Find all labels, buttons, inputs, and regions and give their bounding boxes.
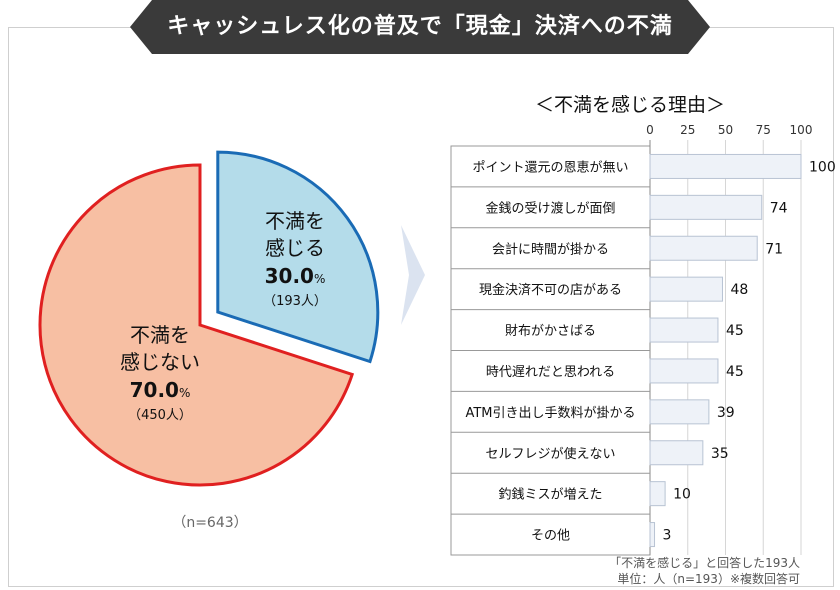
category-label: 財布がかさばる bbox=[505, 324, 596, 339]
dissatisfied-label: 不満を 感じる 30.0% （193人） bbox=[230, 208, 360, 311]
x-tick-label: 0 bbox=[646, 123, 654, 137]
bar-value-label: 45 bbox=[726, 364, 744, 380]
bar-value-label: 45 bbox=[726, 323, 744, 339]
satisfied-label-line2: 感じない bbox=[120, 350, 200, 374]
bar bbox=[649, 481, 666, 507]
bar bbox=[649, 440, 704, 466]
bar-value-label: 74 bbox=[770, 200, 788, 216]
page-title: キャッシュレス化の普及で「現金」決済への不満 bbox=[167, 14, 673, 39]
satisfied-percent: 70.0% bbox=[129, 378, 191, 402]
category-label: 時代遅れだと思われる bbox=[486, 365, 615, 380]
category-label: ポイント還元の恩恵が無い bbox=[472, 160, 628, 175]
category-label: その他 bbox=[531, 529, 570, 544]
bar-value-label: 71 bbox=[765, 241, 783, 257]
bar-value-label: 3 bbox=[663, 528, 672, 544]
bar-value-label: 10 bbox=[673, 487, 691, 503]
bar bbox=[649, 317, 719, 343]
category-label: 釣銭ミスが増えた bbox=[498, 487, 602, 503]
bar bbox=[649, 153, 802, 179]
category-label: 現金決済不可の店がある bbox=[479, 282, 622, 298]
bar bbox=[649, 276, 723, 302]
category-label: ATM引き出し手数料が掛かる bbox=[465, 406, 635, 421]
pie-slice-satisfied bbox=[38, 163, 355, 487]
bar bbox=[649, 235, 758, 261]
satisfied-label-line1: 不満を bbox=[130, 323, 190, 347]
bar bbox=[649, 399, 710, 425]
bar bbox=[649, 358, 719, 384]
bar-value-label: 35 bbox=[711, 446, 729, 462]
dissatisfied-label-line1: 不満を bbox=[265, 209, 325, 233]
sample-size-label: （n=643） bbox=[172, 515, 248, 531]
bar-value-label: 48 bbox=[730, 282, 748, 298]
footnote-respondents: 「不満を感じる」と回答した193人 bbox=[609, 556, 800, 570]
x-tick-label: 75 bbox=[756, 123, 771, 137]
pie-chart bbox=[38, 150, 380, 487]
bar bbox=[649, 522, 656, 548]
banner-shape bbox=[130, 0, 710, 54]
footnote-unit: 単位：人（n=193）※複数回答可 bbox=[617, 572, 800, 586]
category-label: セルフレジが使えない bbox=[485, 446, 615, 462]
bar bbox=[649, 194, 763, 220]
bar-value-label: 39 bbox=[717, 405, 735, 421]
bar-value-label: 100 bbox=[809, 159, 836, 175]
category-label: 会計に時間が掛かる bbox=[492, 241, 609, 257]
dissatisfied-count: （193人） bbox=[263, 294, 327, 309]
x-tick-label: 50 bbox=[718, 123, 733, 137]
dissatisfied-percent: 30.0% bbox=[264, 264, 326, 288]
x-tick-label: 25 bbox=[680, 123, 695, 137]
chevron-right-icon bbox=[401, 225, 425, 325]
bar-chart-title: ＜不満を感じる理由＞ bbox=[534, 94, 725, 116]
pie-slice-dissatisfied bbox=[216, 150, 380, 364]
x-tick-label: 100 bbox=[790, 123, 813, 137]
dissatisfied-label-line2: 感じる bbox=[265, 236, 325, 260]
category-label: 金銭の受け渡しが面倒 bbox=[485, 200, 615, 216]
title-banner: キャッシュレス化の普及で「現金」決済への不満 bbox=[130, 0, 710, 54]
satisfied-label: 不満を 感じない 70.0% （450人） bbox=[90, 322, 230, 425]
satisfied-count: （450人） bbox=[128, 408, 192, 423]
